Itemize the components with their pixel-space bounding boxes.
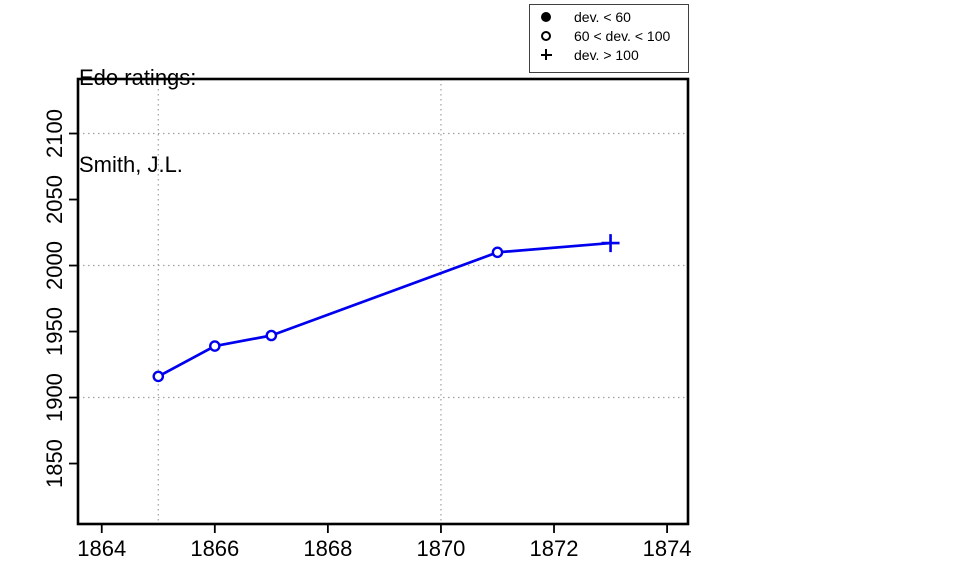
x-tick-label: 1866 — [190, 536, 239, 561]
y-tick-label: 2100 — [42, 109, 67, 158]
legend-item: 60 < dev. < 100 — [530, 26, 688, 45]
plus-marker — [601, 234, 620, 253]
y-tick-label: 1950 — [42, 307, 67, 356]
open-circle-icon — [538, 30, 554, 41]
open-circle-marker — [209, 340, 221, 352]
legend: dev. < 60 60 < dev. < 100 dev. > 100 — [529, 4, 689, 73]
x-tick-label: 1864 — [77, 536, 126, 561]
plot-box — [76, 77, 690, 526]
x-tick-label: 1868 — [303, 536, 352, 561]
legend-item-label: dev. < 60 — [574, 8, 631, 25]
legend-item-label: 60 < dev. < 100 — [574, 27, 671, 44]
y-tick-label: 1850 — [42, 439, 67, 488]
data-series-line — [156, 241, 612, 378]
x-tick-label: 1872 — [530, 536, 579, 561]
legend-item: dev. < 60 — [530, 7, 688, 26]
y-tick-label: 2050 — [42, 175, 67, 224]
x-tick-label: 1874 — [643, 536, 692, 561]
y-tick-label: 1900 — [42, 373, 67, 422]
y-tick-label: 2000 — [42, 241, 67, 290]
chart-title-block: Edo ratings: Smith, J.L. — [79, 5, 196, 237]
legend-item-label: dev. > 100 — [574, 46, 639, 63]
chart-subtitle: Smith, J.L. — [79, 152, 183, 177]
x-tick-label: 1870 — [416, 536, 465, 561]
chart-title: Edo ratings: — [79, 65, 197, 90]
plus-icon — [538, 49, 554, 60]
filled-circle-icon — [538, 11, 554, 22]
open-circle-marker — [265, 329, 278, 342]
open-circle-marker — [491, 246, 504, 259]
open-circle-marker — [152, 370, 165, 383]
legend-item: dev. > 100 — [530, 45, 688, 64]
